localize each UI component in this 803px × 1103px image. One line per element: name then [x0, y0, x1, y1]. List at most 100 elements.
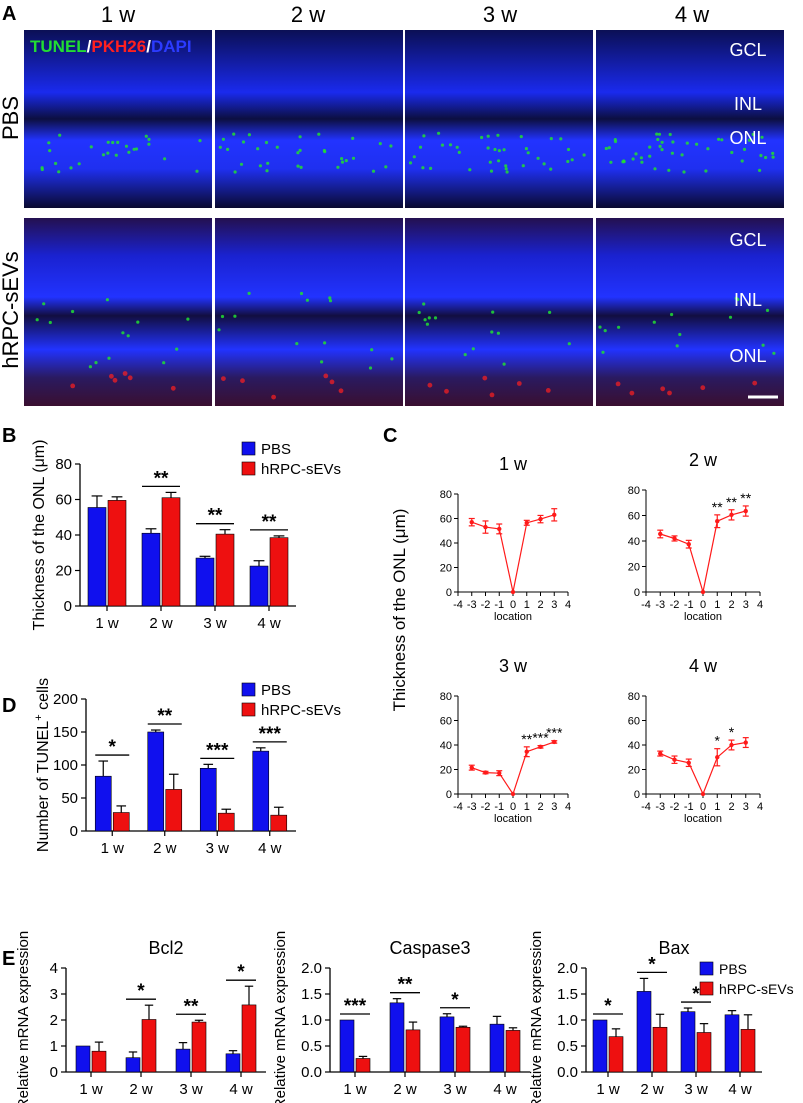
tunel-dot	[505, 170, 509, 174]
y-tick-label: 100	[53, 757, 78, 774]
bar-pbs	[199, 767, 217, 832]
pkh26-dot	[338, 388, 344, 394]
tunel-dot	[241, 140, 246, 144]
x-tick-label: 1 w	[343, 1081, 367, 1098]
bar-sevs	[270, 814, 288, 832]
legend-swatch-sevs	[699, 981, 714, 996]
sig-label: **	[521, 731, 532, 747]
tunel-dot	[566, 159, 570, 164]
y-axis-label-main: Number of TUNEL	[35, 721, 52, 852]
tunel-dot	[488, 160, 492, 164]
tunel-dot	[751, 132, 755, 136]
tunel-dot	[412, 155, 416, 159]
y-tick-label: 40	[628, 740, 640, 752]
bar-sevs	[696, 1032, 712, 1073]
bar-pbs	[249, 565, 269, 607]
tunel-dot	[298, 135, 302, 139]
x-tick-label: -2	[481, 599, 491, 611]
tunel-dot	[761, 343, 765, 347]
tunel-dot	[111, 140, 115, 145]
tunel-dot	[221, 137, 225, 141]
tunel-dot	[378, 142, 382, 146]
tunel-dot	[89, 145, 93, 149]
tunel-dot	[144, 134, 148, 138]
pkh26-dot	[516, 381, 522, 386]
tunel-dot	[88, 365, 92, 369]
tunel-dot	[106, 151, 110, 155]
y-tick-label: 40	[440, 740, 452, 752]
x-tick-label: 3 w	[684, 1081, 708, 1098]
tunel-dot	[764, 155, 768, 160]
tunel-dot	[47, 141, 51, 145]
tunel-dot	[496, 331, 500, 335]
x-tick-label: 3	[743, 599, 749, 611]
tunel-dot	[771, 151, 775, 155]
tunel-dot	[548, 310, 552, 314]
tunel-dot	[320, 360, 324, 364]
tunel-dot	[422, 302, 426, 306]
tunel-dot	[418, 145, 423, 149]
y-tick-label: 1.5	[557, 986, 578, 1003]
data-point	[729, 742, 734, 748]
y-tick-label: 40	[440, 538, 452, 550]
tunel-dot	[604, 146, 608, 151]
tunel-dot	[678, 332, 682, 337]
tunel-dot	[121, 331, 125, 335]
y-tick-label: 0	[634, 587, 640, 599]
tunel-dot	[328, 296, 332, 300]
tunel-dot	[655, 132, 659, 136]
pkh26-dot	[221, 376, 226, 381]
series-line	[471, 741, 555, 796]
tunel-dot	[728, 315, 733, 319]
y-tick-label: 1	[50, 1038, 58, 1055]
y-tick-label: 60	[440, 514, 452, 526]
data-point	[483, 770, 488, 775]
series-line	[660, 510, 746, 593]
legend-label-sevs: hRPC-sEVs	[261, 461, 341, 478]
x-axis-label: location	[684, 813, 722, 825]
x-tick-label: 4	[565, 801, 571, 813]
bar-pbs	[489, 1023, 505, 1073]
tunel-dot	[417, 310, 421, 315]
bar-pbs	[87, 507, 107, 607]
bar-pbs	[636, 991, 652, 1073]
tunel-dot	[720, 138, 724, 142]
sig-label: **	[208, 506, 223, 527]
tunel-dot	[653, 167, 657, 171]
tunel-dot	[422, 134, 426, 138]
x-tick-label: -1	[494, 599, 504, 611]
tunel-dot	[299, 291, 304, 296]
data-point	[469, 765, 474, 770]
data-point	[510, 589, 516, 595]
tunel-dot	[323, 341, 327, 345]
tunel-dot	[760, 135, 764, 139]
tunel-dot	[132, 147, 136, 151]
tunel-dot	[617, 325, 621, 329]
tunel-dot	[437, 131, 441, 135]
tunel-dot	[730, 150, 734, 155]
sig-label: *	[692, 984, 700, 1005]
x-tick-label: -2	[670, 599, 680, 611]
x-tick-label: 1 w	[79, 1081, 103, 1098]
x-tick-label: 2	[537, 801, 543, 813]
micrograph-tile	[24, 218, 212, 406]
tunel-dot	[570, 158, 574, 162]
pkh26-dot	[489, 392, 495, 398]
tunel-dot	[667, 168, 671, 172]
bar-sevs	[740, 1029, 756, 1073]
bar-pbs	[252, 750, 270, 832]
tunel-dot	[126, 334, 130, 338]
bar-sevs	[165, 789, 183, 832]
x-tick-label: 2	[728, 599, 734, 611]
x-tick-label: 1	[524, 599, 530, 611]
bar-sevs	[91, 1050, 107, 1073]
x-tick-label: 1 w	[95, 615, 119, 632]
tunel-dot	[217, 328, 221, 332]
tunel-dot	[71, 309, 75, 314]
tunel-dot	[497, 149, 501, 153]
tunel-dot	[351, 136, 355, 140]
x-tick-label: 2	[728, 801, 734, 813]
x-tick-label: 4 w	[229, 1081, 253, 1098]
x-tick-label: -2	[670, 801, 680, 813]
